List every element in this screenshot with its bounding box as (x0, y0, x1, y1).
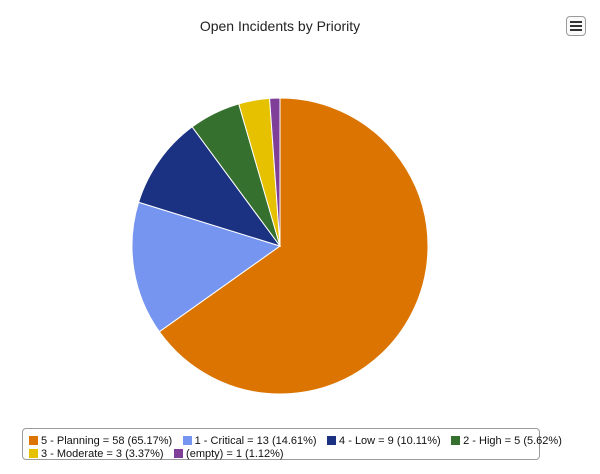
legend-swatch (451, 436, 461, 445)
legend-label: 1 - Critical = 13 (14.61%) (194, 435, 317, 447)
legend-item[interactable]: 5 - Planning = 58 (65.17%) (29, 435, 172, 448)
legend-row: 3 - Moderate = 3 (3.37%) (empty) = 1 (1.… (29, 444, 533, 460)
legend-swatch (327, 436, 337, 445)
legend-swatch (182, 436, 192, 445)
pie-slice[interactable] (158, 97, 429, 395)
hamburger-menu-icon (570, 21, 582, 32)
chart-menu-button[interactable] (566, 16, 586, 36)
legend-label: (empty) = 1 (1.12%) (186, 448, 284, 460)
legend-label: 5 - Planning = 58 (65.17%) (41, 435, 173, 447)
legend-label: 2 - High = 5 (5.62%) (463, 435, 562, 447)
legend-item[interactable]: 1 - Critical = 13 (14.61%) (182, 435, 317, 448)
legend-item[interactable]: 4 - Low = 9 (10.11%) (327, 435, 441, 448)
chart-legend: 5 - Planning = 58 (65.17%) 1 - Critical … (22, 428, 562, 460)
legend-label: 3 - Moderate = 3 (3.37%) (41, 448, 164, 460)
legend-item[interactable]: (empty) = 1 (1.12%) (174, 448, 284, 461)
legend-item[interactable]: 2 - High = 5 (5.62%) (451, 435, 562, 448)
legend-label: 4 - Low = 9 (10.11%) (339, 435, 441, 447)
legend-swatch (29, 436, 38, 445)
legend-swatch (29, 449, 38, 458)
pie-slice[interactable] (137, 126, 282, 247)
chart-title: Open Incidents by Priority (199, 18, 361, 34)
legend-swatch (174, 449, 184, 458)
pie-slice[interactable] (269, 97, 281, 247)
legend-item[interactable]: 3 - Moderate = 3 (3.37%) (29, 448, 164, 461)
legend-row: 5 - Planning = 58 (65.17%) 1 - Critical … (29, 431, 562, 447)
pie-chart (131, 97, 429, 395)
